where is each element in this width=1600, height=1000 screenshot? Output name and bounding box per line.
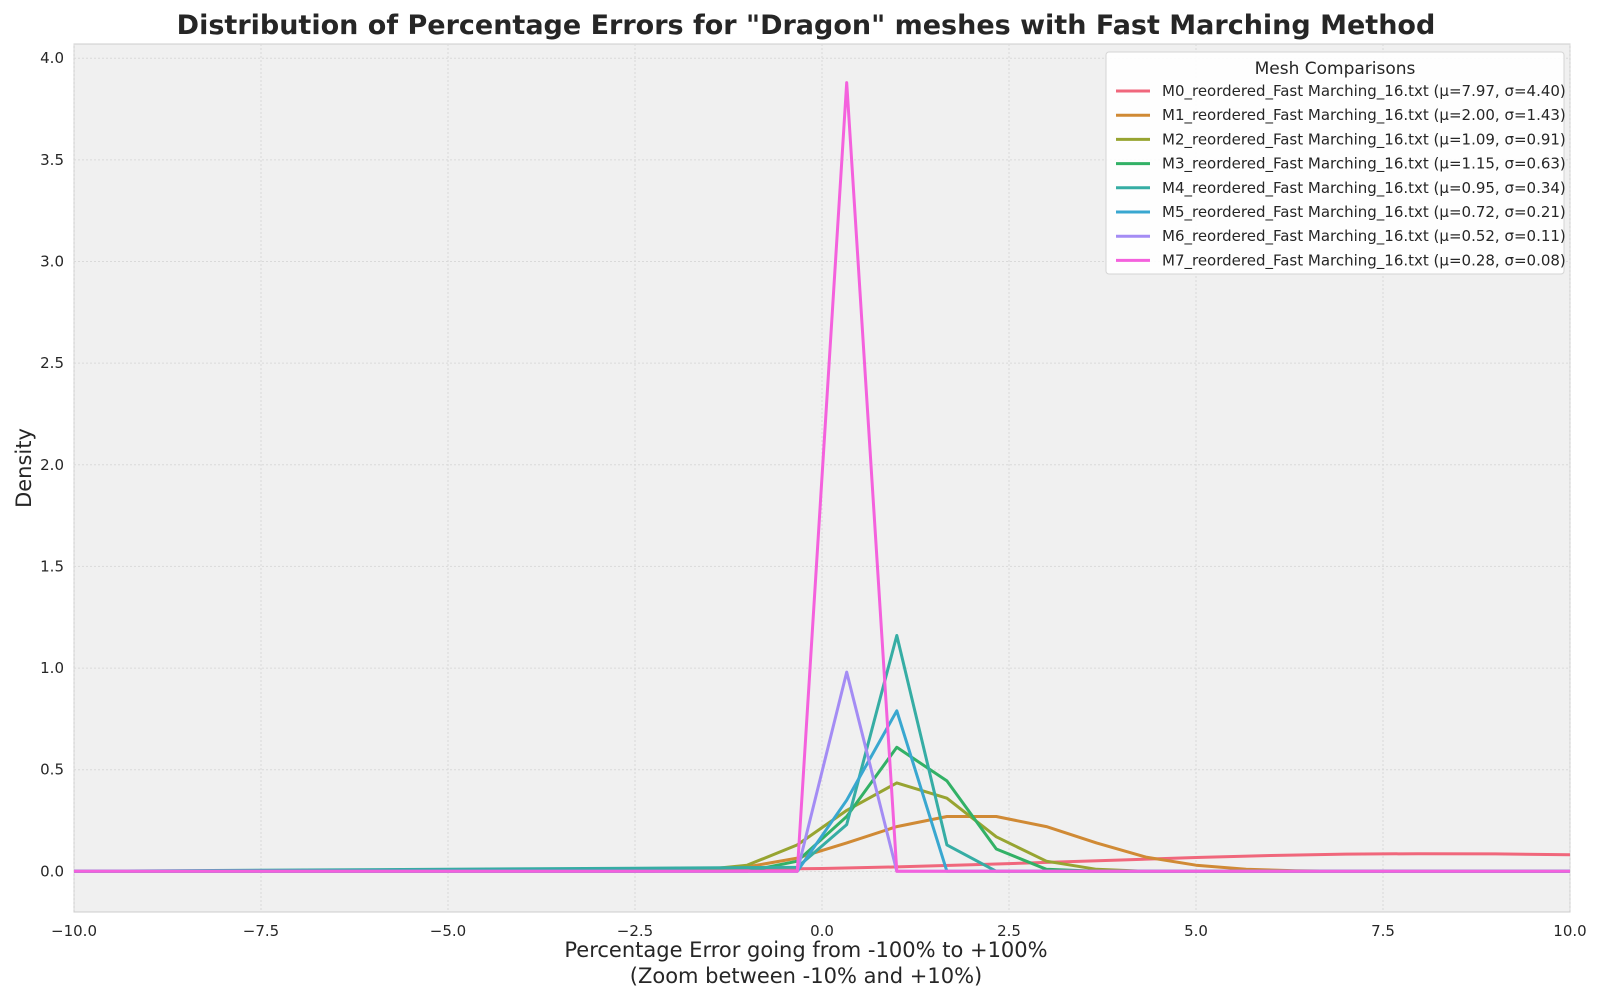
y-tick-label: 3.0 [40, 253, 64, 271]
y-tick-label: 0.5 [40, 761, 64, 779]
y-tick-label: 4.0 [40, 49, 64, 67]
x-axis-label-line2: (Zoom between -10% and +10%) [630, 964, 982, 988]
legend-label-m4: M4_reordered_Fast Marching_16.txt (μ=0.9… [1162, 179, 1566, 198]
legend-label-m6: M6_reordered_Fast Marching_16.txt (μ=0.5… [1162, 227, 1566, 246]
legend-label-m2: M2_reordered_Fast Marching_16.txt (μ=1.0… [1162, 130, 1566, 149]
y-tick-label: 2.0 [40, 456, 64, 474]
chart-title: Distribution of Percentage Errors for "D… [177, 10, 1436, 41]
legend: Mesh Comparisons M0_reordered_Fast March… [1105, 51, 1566, 275]
legend-title: Mesh Comparisons [1255, 59, 1416, 79]
legend-box [1105, 51, 1565, 275]
x-tick-label: 7.5 [1371, 922, 1395, 940]
x-axis-ticks: −10.0 −7.5 −5.0 −2.5 0.0 2.5 5.0 7.5 10.0 [51, 922, 1587, 940]
x-tick-label: 0.0 [810, 922, 834, 940]
legend-label-m1: M1_reordered_Fast Marching_16.txt (μ=2.0… [1162, 106, 1566, 125]
x-axis-label-line1: Percentage Error going from -100% to +10… [564, 938, 1047, 962]
legend-label-m7: M7_reordered_Fast Marching_16.txt (μ=0.2… [1162, 251, 1566, 270]
legend-label-m5: M5_reordered_Fast Marching_16.txt (μ=0.7… [1162, 203, 1566, 222]
y-tick-label: 1.0 [40, 659, 64, 677]
y-tick-label: 1.5 [40, 557, 64, 575]
x-tick-label: 10.0 [1553, 922, 1586, 940]
series-lines [73, 81, 1571, 873]
y-tick-label: 3.5 [40, 151, 64, 169]
x-tick-label: 5.0 [1184, 922, 1208, 940]
y-tick-label: 2.5 [40, 354, 64, 372]
x-tick-label: −7.5 [243, 922, 279, 940]
y-tick-label: 0.0 [40, 862, 64, 880]
y-axis-label: Density [12, 428, 36, 508]
series-line-m7 [74, 81, 1570, 873]
x-tick-label: −2.5 [617, 922, 653, 940]
legend-items: M0_reordered_Fast Marching_16.txt (μ=7.9… [1116, 82, 1566, 270]
x-tick-label: −5.0 [430, 922, 466, 940]
y-axis-ticks: 0.0 0.5 1.0 1.5 2.0 2.5 3.0 3.5 4.0 [40, 49, 64, 880]
legend-label-m0: M0_reordered_Fast Marching_16.txt (μ=7.9… [1162, 82, 1566, 101]
legend-label-m3: M3_reordered_Fast Marching_16.txt (μ=1.1… [1162, 155, 1566, 174]
x-tick-label: 2.5 [997, 922, 1021, 940]
x-tick-label: −10.0 [51, 922, 97, 940]
